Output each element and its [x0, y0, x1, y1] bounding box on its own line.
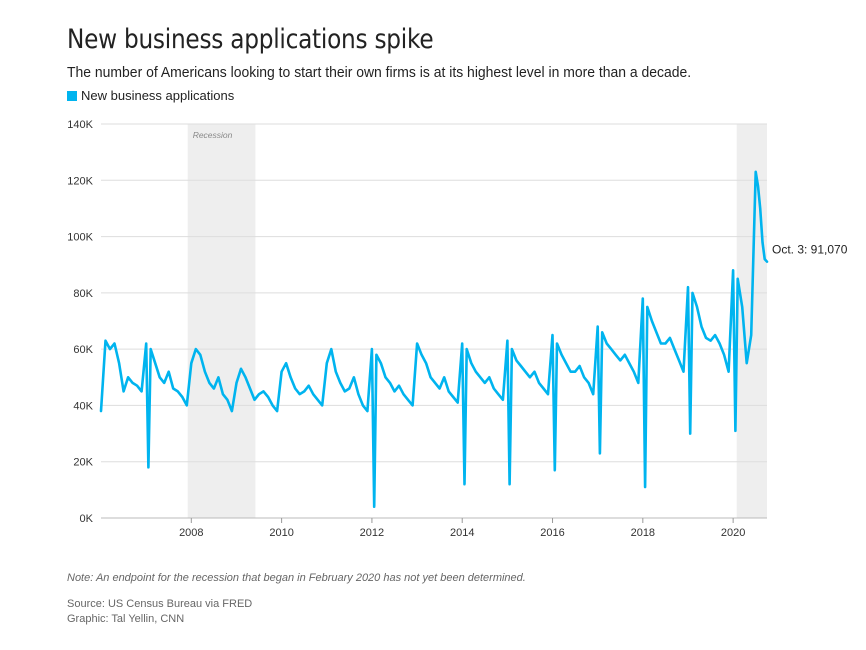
- y-tick-label: 40K: [73, 400, 93, 412]
- y-tick-label: 80K: [73, 288, 93, 300]
- gridlines: [101, 123, 767, 519]
- y-tick-label: 120K: [67, 175, 93, 187]
- y-tick-label: 20K: [73, 457, 93, 469]
- y-axis: 0K 20K 40K 60K 80K 100K 120K 140K: [67, 119, 93, 525]
- y-tick-label: 100K: [67, 232, 93, 244]
- x-tick-label: 2010: [269, 527, 293, 539]
- chart-legend: New business applications: [67, 88, 234, 103]
- y-tick-label: 0K: [80, 513, 94, 525]
- end-annotation: Oct. 3: 91,070: [772, 243, 848, 257]
- x-tick-label: 2016: [540, 527, 564, 539]
- chart-subtitle: The number of Americans looking to start…: [67, 64, 692, 81]
- x-tick-label: 2018: [631, 527, 655, 539]
- footnote: Note: An endpoint for the recession that…: [67, 572, 526, 584]
- legend-label: New business applications: [81, 88, 235, 103]
- x-tick-label: 2012: [360, 527, 384, 539]
- x-tick-label: 2020: [721, 527, 745, 539]
- recession-label: Recession: [193, 130, 233, 140]
- x-tick-label: 2008: [179, 527, 203, 539]
- y-tick-label: 140K: [67, 119, 93, 131]
- graphic-credit: Graphic: Tal Yellin, CNN: [67, 613, 185, 625]
- x-axis: 2008 2010 2012 2014 2016 2018 2020: [179, 518, 745, 539]
- annotations: Oct. 3: 91,070: [772, 243, 848, 257]
- source-credit: Source: US Census Bureau via FRED: [67, 598, 253, 610]
- recession-band: [187, 124, 256, 518]
- series-line: [99, 170, 769, 509]
- series: [99, 170, 769, 509]
- recession-bands: Recession: [187, 124, 767, 518]
- legend-swatch: [67, 90, 77, 101]
- x-tick-label: 2014: [450, 527, 474, 539]
- chart-title: New business applications spike: [67, 24, 434, 55]
- y-tick-label: 60K: [73, 344, 93, 356]
